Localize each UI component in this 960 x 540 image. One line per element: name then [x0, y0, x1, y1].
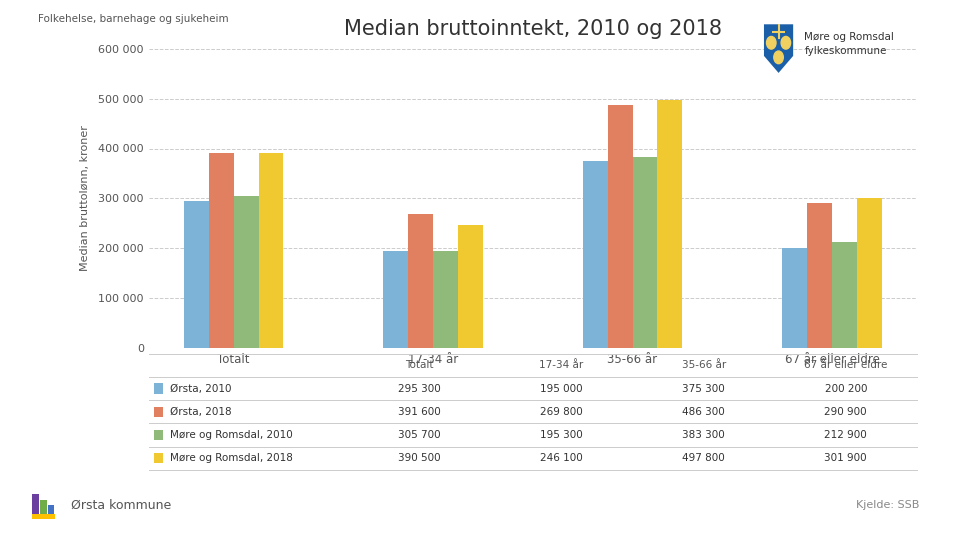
Text: 269 800: 269 800 [540, 407, 583, 417]
Circle shape [766, 37, 776, 49]
Text: 246 100: 246 100 [540, 453, 583, 463]
Text: 200 200: 200 200 [825, 383, 867, 394]
Text: 212 900: 212 900 [825, 430, 867, 440]
Text: 290 900: 290 900 [825, 407, 867, 417]
Bar [857, 198, 882, 348]
Text: 486 300: 486 300 [683, 407, 725, 417]
Bar [408, 213, 433, 348]
Title: Median bruttoinntekt, 2010 og 2018: Median bruttoinntekt, 2010 og 2018 [344, 19, 722, 39]
Text: 497 800: 497 800 [683, 453, 725, 463]
Polygon shape [764, 24, 793, 73]
Bar [383, 251, 408, 348]
Bar [183, 201, 208, 348]
Text: 305 700: 305 700 [398, 430, 441, 440]
Text: 17-34 år: 17-34 år [540, 360, 584, 370]
Bar [433, 251, 458, 348]
Bar [48, 504, 55, 519]
Text: Totalt: Totalt [405, 360, 434, 370]
Y-axis label: Median bruttolønn, kroner: Median bruttolønn, kroner [80, 125, 90, 272]
Text: Folkehelse, barnehage og sjukeheim: Folkehelse, barnehage og sjukeheim [38, 14, 229, 24]
Bar [832, 242, 857, 348]
Text: Ørsta, 2010: Ørsta, 2010 [170, 383, 231, 394]
Text: 391 600: 391 600 [398, 407, 441, 417]
Bar [608, 105, 633, 348]
Bar [208, 153, 233, 348]
Bar [33, 494, 39, 519]
Bar [258, 153, 283, 348]
Text: 35-66 år: 35-66 år [682, 360, 726, 370]
Text: 295 300: 295 300 [398, 383, 441, 394]
Text: Ørsta kommune: Ørsta kommune [71, 498, 171, 511]
Text: Kjelde: SSB: Kjelde: SSB [856, 500, 920, 510]
Bar [583, 161, 608, 348]
Bar [807, 203, 832, 348]
Text: Ørsta, 2018: Ørsta, 2018 [170, 407, 231, 417]
Bar [633, 157, 658, 348]
Text: 301 900: 301 900 [825, 453, 867, 463]
Text: 195 300: 195 300 [540, 430, 583, 440]
Bar [458, 225, 483, 348]
Circle shape [781, 37, 791, 49]
Text: Møre og Romsdal, 2018: Møre og Romsdal, 2018 [170, 453, 293, 463]
Bar [33, 514, 56, 519]
Text: 383 300: 383 300 [683, 430, 725, 440]
Circle shape [774, 51, 783, 64]
Text: Møre og Romsdal, 2010: Møre og Romsdal, 2010 [170, 430, 293, 440]
Bar [658, 100, 683, 348]
Text: 67 år eller eldre: 67 år eller eldre [804, 360, 887, 370]
Bar [40, 500, 47, 519]
Bar [233, 195, 258, 348]
Text: 195 000: 195 000 [540, 383, 583, 394]
Text: 375 300: 375 300 [683, 383, 725, 394]
Text: Møre og Romsdal
fylkeskommune: Møre og Romsdal fylkeskommune [804, 32, 895, 56]
Bar [782, 248, 807, 348]
Text: 390 500: 390 500 [398, 453, 441, 463]
